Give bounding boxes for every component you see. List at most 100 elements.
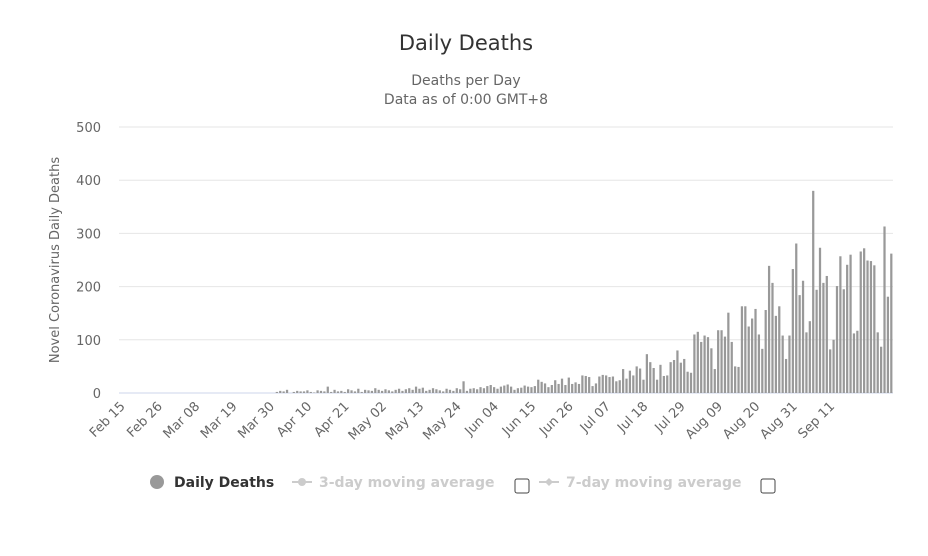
bar [404,389,407,393]
bar [326,386,329,393]
x-tick-label: May 02 [346,399,390,443]
bar [279,390,282,393]
bar [808,321,811,393]
bar [730,341,733,393]
bar [282,391,285,393]
bar [638,368,642,393]
bar [879,346,883,393]
bar [540,381,543,393]
bar [319,390,323,393]
bar [849,254,852,393]
bar [571,383,574,393]
bar [696,331,699,393]
bar [275,391,278,393]
bar [784,358,788,393]
bar [846,264,849,393]
legend-daily-deaths-label: Daily Deaths [174,475,274,491]
bar [482,388,486,393]
bar [452,390,455,393]
bar [445,388,448,393]
bar [825,275,828,393]
y-axis-ticks: 0 100 200 300 400 500 [76,121,101,402]
legend-7day-marker-icon [545,478,553,486]
bar [523,385,526,393]
x-tick-label: Jul 07 [577,399,614,436]
bar [767,265,771,393]
bar [774,315,778,393]
bar [537,379,540,393]
bar [347,389,350,393]
bar [859,251,862,393]
bar [815,289,818,393]
bar [516,388,520,393]
bar [754,308,757,393]
bar [601,374,604,393]
bar [662,375,665,393]
x-tick-label: Jun 26 [536,399,576,439]
y-tick-label: 0 [93,387,101,402]
bar [883,226,886,393]
x-tick-label: Apr 10 [274,399,315,440]
bar [659,364,662,393]
bar [876,332,879,393]
legend-7day-label: 7-day moving average [566,475,742,491]
bar [693,334,696,393]
bar [757,334,761,393]
bar [479,387,482,393]
bar [832,339,835,393]
bar [323,391,326,393]
bar [438,390,441,393]
bar [642,379,645,393]
bar [829,349,832,393]
bar [421,387,424,393]
bar [771,282,774,393]
y-tick-label: 100 [76,334,101,349]
bar [567,377,570,393]
bar [363,389,367,393]
chart-subtitle-line-2: Data as of 0:00 GMT+8 [384,92,548,108]
bar [727,312,730,393]
bar [391,391,394,393]
bar [367,390,370,393]
x-tick-label: Aug 09 [683,399,726,442]
bar [842,289,845,393]
bar [655,379,659,393]
bar [448,389,452,393]
bar [635,366,638,393]
x-tick-label: Mar 08 [161,399,204,442]
bar [574,382,577,393]
bar [547,387,550,393]
x-tick-label: Feb 26 [124,399,166,441]
bar [713,369,716,393]
bar [611,376,615,393]
bar [330,391,333,393]
bar [649,362,652,393]
bar [666,375,669,393]
bar [316,390,319,393]
bar [706,337,710,393]
bar [856,330,859,393]
bar [723,336,727,393]
bar [594,383,598,393]
bar [801,280,805,393]
bar [781,335,784,393]
bar [302,391,306,393]
bar [863,248,866,393]
bar [818,247,822,393]
bar [866,260,869,393]
bar [761,348,764,393]
bar [734,366,737,393]
bar [435,389,438,393]
bar [645,354,649,393]
bar [336,391,340,393]
bar [750,318,754,393]
legend-3day-label: 3-day moving average [319,475,495,491]
bar [360,391,363,393]
bar [581,375,584,393]
y-tick-label: 400 [76,174,101,189]
bar [554,380,557,393]
chart-subtitle-line-1: Deaths per Day [411,73,520,89]
bar [588,377,591,393]
bar [428,389,431,393]
